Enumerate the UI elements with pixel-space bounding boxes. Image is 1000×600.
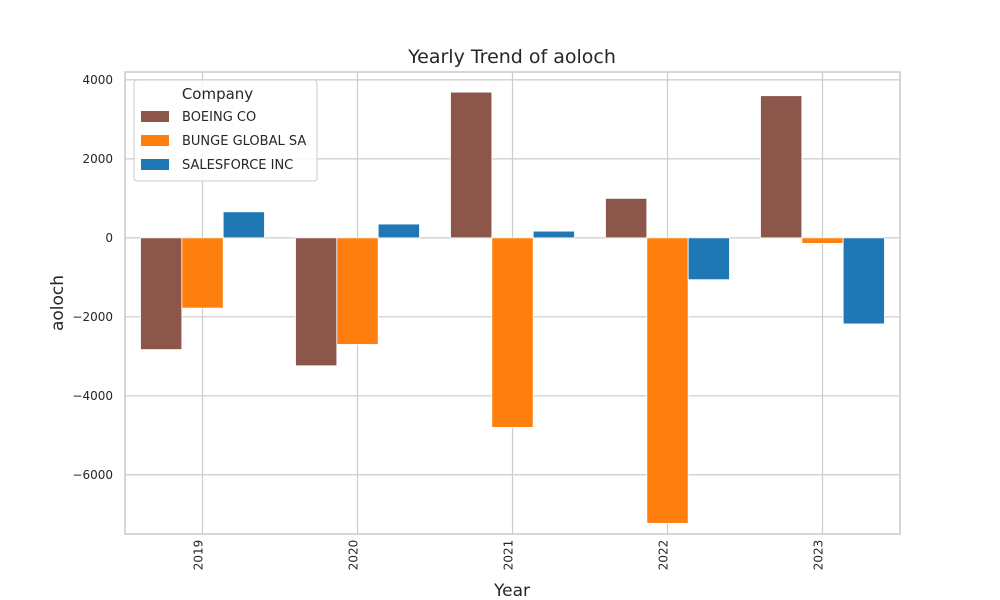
bar-bunge-global-sa-2023 — [801, 237, 844, 244]
y-tick-label: 0 — [105, 231, 113, 245]
y-tick-label: 4000 — [82, 73, 113, 87]
y-tick-label: −2000 — [72, 310, 113, 324]
y-tick-label: 2000 — [82, 152, 113, 166]
legend-label: SALESFORCE INC — [182, 158, 293, 173]
legend-swatch-boeing-co — [141, 111, 169, 122]
legend-swatch-salesforce-inc — [141, 159, 169, 170]
y-axis-label: aoloch — [48, 275, 68, 331]
bar-boeing-co-2023 — [760, 95, 803, 239]
x-tick-label: 2023 — [812, 540, 826, 571]
bar-bunge-global-sa-2022 — [646, 237, 689, 524]
bar-salesforce-inc-2023 — [842, 237, 885, 325]
x-tick-label: 2021 — [502, 540, 516, 571]
legend-label: BUNGE GLOBAL SA — [182, 134, 306, 149]
bar-salesforce-inc-2020 — [377, 223, 420, 239]
bar-salesforce-inc-2019 — [222, 211, 265, 239]
bar-bunge-global-sa-2021 — [491, 237, 534, 428]
x-tick-label: 2020 — [347, 540, 361, 571]
bar-boeing-co-2022 — [605, 197, 648, 239]
bar-bunge-global-sa-2019 — [181, 237, 224, 309]
legend-title: Company — [182, 85, 253, 103]
legend-box — [133, 79, 318, 182]
bar-bunge-global-sa-2020 — [336, 237, 379, 345]
legend: Company BOEING CO BUNGE GLOBAL SA SALESFORC… — [133, 79, 318, 182]
legend-swatch-bunge-global-sa — [141, 135, 169, 146]
plot-frame — [124, 71, 901, 535]
bar-salesforce-inc-2022 — [687, 237, 730, 281]
y-tick-label: −6000 — [72, 468, 113, 482]
bar-boeing-co-2019 — [140, 237, 183, 350]
chart-title: Yearly Trend of aoloch — [407, 46, 616, 68]
y-tick-label: −4000 — [72, 389, 113, 403]
bar-boeing-co-2021 — [450, 91, 493, 239]
bar-boeing-co-2020 — [295, 237, 338, 367]
x-tick-label: 2022 — [657, 540, 671, 571]
legend-label: BOEING CO — [182, 110, 256, 125]
x-tick-label: 2019 — [192, 540, 206, 571]
x-axis-label: Year — [493, 581, 530, 600]
bar-salesforce-inc-2021 — [532, 230, 575, 239]
